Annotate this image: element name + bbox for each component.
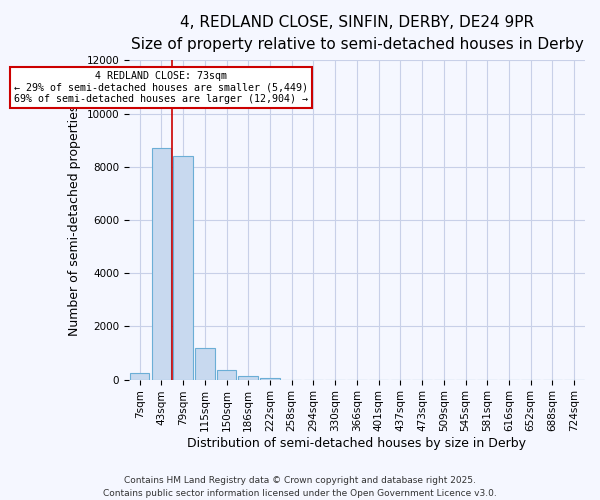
Y-axis label: Number of semi-detached properties: Number of semi-detached properties [68,104,81,336]
Bar [217,370,236,380]
Title: 4, REDLAND CLOSE, SINFIN, DERBY, DE24 9PR
Size of property relative to semi-deta: 4, REDLAND CLOSE, SINFIN, DERBY, DE24 9P… [131,15,583,52]
Bar [130,374,149,380]
Text: 4 REDLAND CLOSE: 73sqm
← 29% of semi-detached houses are smaller (5,449)
69% of : 4 REDLAND CLOSE: 73sqm ← 29% of semi-det… [14,71,308,104]
X-axis label: Distribution of semi-detached houses by size in Derby: Distribution of semi-detached houses by … [187,437,526,450]
Bar [195,348,215,380]
Bar [152,148,171,380]
Bar [238,376,258,380]
Bar [173,156,193,380]
Bar [260,378,280,380]
Text: Contains HM Land Registry data © Crown copyright and database right 2025.
Contai: Contains HM Land Registry data © Crown c… [103,476,497,498]
